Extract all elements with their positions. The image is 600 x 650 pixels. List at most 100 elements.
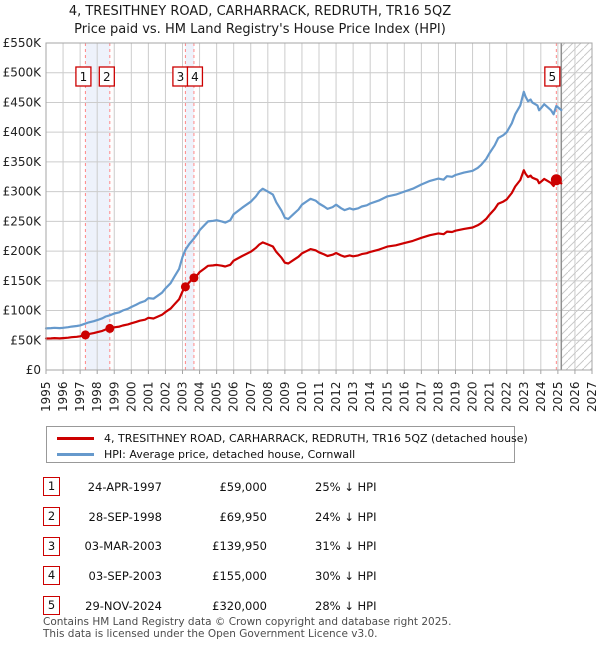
transaction-vs-hpi: 31% ↓ HPI (315, 539, 377, 554)
transaction-vs-hpi: 28% ↓ HPI (315, 598, 377, 613)
chart-title-line2: Price paid vs. HM Land Registry's House … (74, 22, 446, 37)
transaction-date: 28-SEP-1998 (88, 509, 162, 524)
transaction-price: £155,000 (212, 568, 267, 583)
transaction-vs-hpi: 25% ↓ HPI (315, 479, 377, 494)
x-tick-label: 2024 (534, 381, 548, 412)
x-tick-label: 2017 (414, 381, 428, 412)
sale-number-label: 5 (549, 70, 557, 84)
y-tick-label: £450K (3, 95, 43, 109)
x-tick-label: 1998 (90, 381, 104, 412)
transaction-price: £59,000 (219, 479, 267, 494)
x-tick-label: 2026 (568, 381, 582, 412)
transaction-vs-hpi: 30% ↓ HPI (315, 568, 377, 583)
x-tick-label: 2000 (124, 381, 138, 412)
sale-number-box (186, 66, 204, 87)
property-line (44, 169, 563, 340)
legend-item-hpi: HPI: Average price, detached house, Corn… (52, 446, 514, 462)
x-tick-label: 2021 (483, 381, 497, 412)
x-tick-label: 2010 (295, 381, 309, 412)
chart-title-line1: 4, TRESITHNEY ROAD, CARHARRACK, REDRUTH,… (68, 4, 452, 19)
chart-legend: 4, TRESITHNEY ROAD, CARHARRACK, REDRUTH,… (46, 426, 528, 463)
transaction-date: 24-APR-1997 (87, 479, 162, 494)
legend-label-hpi: HPI: Average price, detached house, Corn… (104, 447, 356, 461)
transaction-number-badge: 4 (43, 566, 60, 586)
table-row: 5 29-NOV-2024 £320,000 28% ↓ HPI (43, 591, 376, 621)
sale-number-label: 4 (191, 70, 199, 84)
y-tick-label: £300K (3, 185, 43, 199)
x-tick-label: 2002 (158, 381, 172, 412)
transaction-number-badge: 2 (43, 507, 60, 527)
x-tick-label: 1997 (73, 381, 87, 412)
x-tick-label: 2015 (380, 381, 394, 412)
transaction-price: £139,950 (212, 539, 267, 554)
x-tick-label: 2016 (397, 381, 411, 412)
x-tick-label: 2025 (551, 381, 565, 412)
future-hatch-region (561, 43, 592, 370)
license-footer: Contains HM Land Registry data © Crown c… (43, 616, 452, 640)
sale-marker (550, 174, 562, 186)
footer-line2: This data is licensed under the Open Gov… (43, 627, 378, 640)
x-tick-label: 2009 (278, 381, 292, 412)
transaction-price: £69,950 (219, 509, 267, 524)
y-tick-label: £150K (3, 274, 43, 288)
x-tick-label: 2020 (466, 381, 480, 412)
x-tick-label: 2007 (244, 381, 258, 412)
x-tick-label: 2005 (210, 381, 224, 412)
y-tick-label: £50K (10, 333, 42, 347)
sale-marker (105, 323, 115, 333)
sale-number-label: 3 (177, 70, 185, 84)
legend-item-property: 4, TRESITHNEY ROAD, CARHARRACK, REDRUTH,… (52, 430, 528, 446)
transaction-vs-hpi: 24% ↓ HPI (315, 509, 377, 524)
y-tick-label: £400K (3, 125, 43, 139)
y-tick-label: £200K (3, 244, 43, 258)
hpi-line-swatch (57, 452, 94, 456)
table-row: 3 03-MAR-2003 £139,950 31% ↓ HPI (43, 531, 376, 561)
x-tick-label: 2014 (363, 381, 377, 412)
x-tick-label: 1995 (39, 381, 53, 412)
x-tick-label: 2004 (193, 381, 207, 412)
legend-label-property: 4, TRESITHNEY ROAD, CARHARRACK, REDRUTH,… (104, 431, 528, 445)
y-tick-label: £350K (3, 155, 43, 169)
x-tick-label: 2006 (227, 381, 241, 412)
hpi-line (44, 90, 563, 330)
y-tick-label: £250K (3, 214, 43, 228)
sale-number-box (98, 66, 115, 87)
x-tick-label: 1999 (107, 381, 121, 412)
y-tick-label: £550K (3, 36, 43, 50)
x-tick-label: 2001 (141, 381, 155, 412)
x-tick-label: 2022 (500, 381, 514, 412)
price-chart: 1 2 3 4 5 £0 £50K £100K £150K £200K £250K £300K £350… (3, 36, 599, 412)
y-tick-label: £0 (26, 363, 41, 377)
y-tick-label: £100K (3, 304, 43, 318)
sale-marker (180, 282, 190, 292)
transaction-number-badge: 1 (43, 477, 60, 497)
transaction-price: £320,000 (212, 598, 267, 613)
table-row: 4 03-SEP-2003 £155,000 30% ↓ HPI (43, 561, 376, 591)
x-tick-label: 2023 (517, 381, 531, 412)
table-row: 1 24-APR-1997 £59,000 25% ↓ HPI (43, 472, 376, 502)
x-tick-label: 2011 (312, 381, 326, 412)
transaction-date: 03-MAR-2003 (84, 539, 162, 554)
x-tick-label: 1996 (56, 381, 70, 412)
sale-number-box (75, 66, 92, 87)
sale-number-label: 1 (80, 70, 88, 84)
footer-line1: Contains HM Land Registry data © Crown c… (43, 616, 452, 628)
x-tick-label: 2013 (346, 381, 360, 412)
x-tick-label: 2012 (329, 381, 343, 412)
x-tick-label: 2008 (261, 381, 275, 412)
property-line-swatch (57, 436, 94, 440)
sale-marker (189, 273, 199, 283)
sale-period-band (185, 43, 194, 370)
x-tick-label: 2019 (449, 381, 463, 412)
sale-number-box (544, 66, 561, 87)
transaction-date: 03-SEP-2003 (88, 568, 162, 583)
transaction-number-badge: 5 (43, 596, 60, 616)
sale-number-label: 2 (103, 70, 111, 84)
transaction-date: 29-NOV-2024 (85, 598, 162, 613)
x-tick-label: 2018 (431, 381, 445, 412)
sale-marker (80, 330, 90, 340)
table-row: 2 28-SEP-1998 £69,950 24% ↓ HPI (43, 502, 376, 532)
y-tick-label: £500K (3, 66, 43, 80)
transaction-number-badge: 3 (43, 536, 60, 556)
